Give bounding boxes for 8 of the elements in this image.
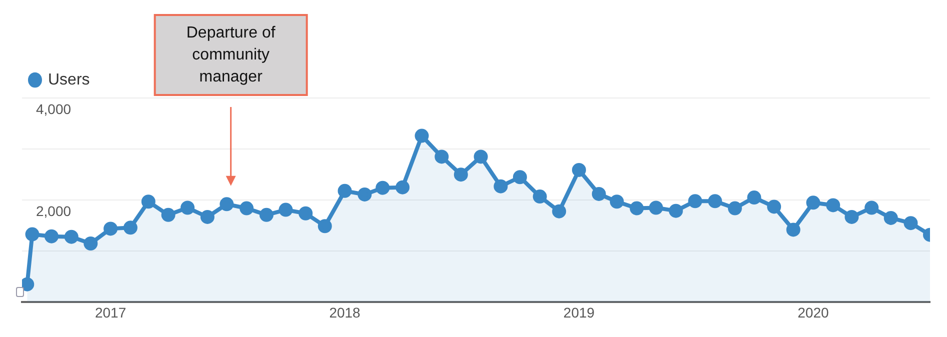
x-tick-label: 2017 <box>94 304 126 320</box>
x-tick-label: 2020 <box>798 304 829 320</box>
y-tick-label: 2,000 <box>36 202 72 219</box>
text: Departure of community manager <box>186 24 276 86</box>
x-tick-label: 2018 <box>329 304 361 320</box>
x-tick-label: 2019 <box>563 304 595 320</box>
y-tick-label: 4,000 <box>36 100 72 117</box>
legend-label: Users <box>48 71 90 88</box>
